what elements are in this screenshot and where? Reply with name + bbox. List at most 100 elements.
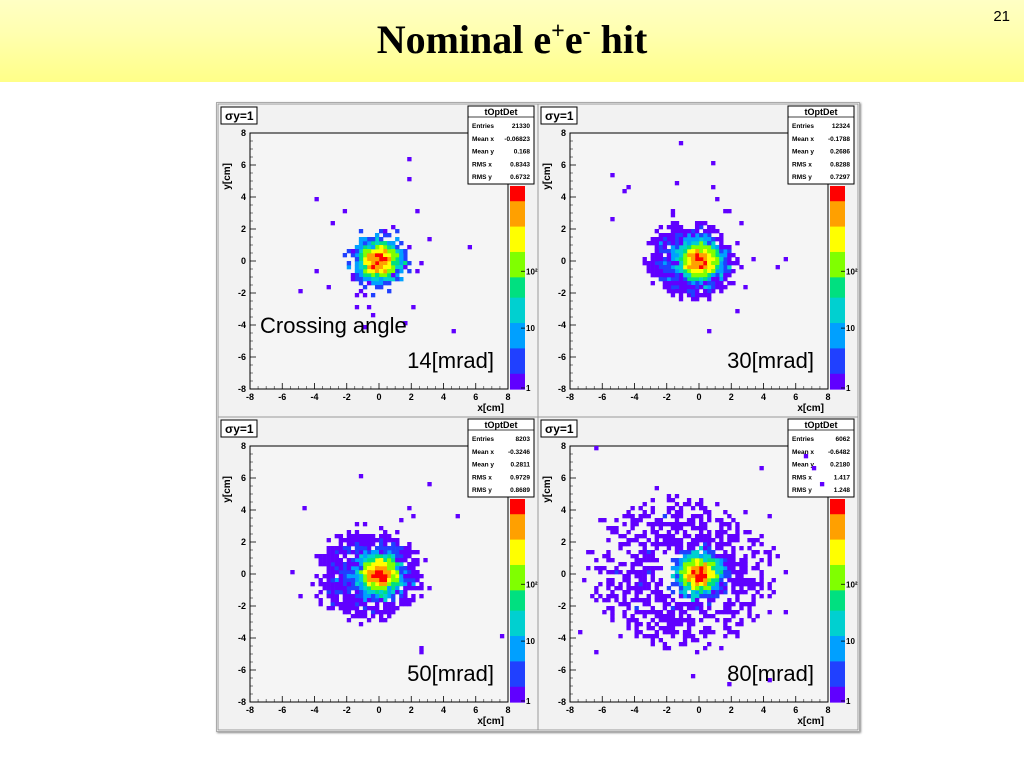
heatmap-cell bbox=[743, 578, 748, 583]
heatmap-cell bbox=[634, 534, 639, 539]
x-tick-label: -6 bbox=[598, 392, 606, 402]
stats-row-value: 0.2180 bbox=[830, 462, 850, 469]
annotation-line2: 14[mrad] bbox=[407, 348, 494, 373]
heatmap-cell bbox=[626, 602, 631, 607]
heatmap-cell bbox=[703, 578, 708, 583]
heatmap-cell bbox=[407, 578, 412, 583]
heatmap-cell bbox=[715, 277, 720, 282]
heatmap-cell bbox=[342, 566, 348, 571]
heatmap-cell bbox=[354, 257, 360, 262]
heatmap-cell bbox=[646, 558, 651, 563]
heatmap-cell bbox=[678, 293, 684, 298]
heatmap-cell bbox=[370, 574, 376, 579]
heatmap-cell bbox=[634, 582, 639, 587]
y-tick-label: -2 bbox=[558, 601, 566, 611]
heatmap-cell bbox=[674, 289, 680, 294]
colorbar-segment bbox=[510, 504, 525, 510]
heatmap-cell bbox=[703, 293, 708, 298]
heatmap-cell bbox=[646, 538, 651, 543]
heatmap-cell bbox=[674, 574, 680, 579]
heatmap-cell bbox=[662, 233, 668, 238]
heatmap-cell bbox=[326, 586, 331, 591]
heatmap-cell bbox=[403, 594, 408, 599]
heatmap-cell bbox=[638, 534, 643, 539]
heatmap-cell bbox=[338, 550, 344, 555]
heatmap-cell bbox=[711, 253, 716, 258]
heatmap-cell bbox=[403, 570, 408, 575]
heatmap-cell bbox=[626, 582, 631, 587]
heatmap-cell bbox=[630, 522, 635, 527]
heatmap-cell bbox=[374, 277, 380, 282]
heatmap-cell bbox=[634, 570, 639, 575]
heatmap-cell bbox=[391, 606, 396, 611]
heatmap-cell bbox=[662, 249, 668, 254]
heatmap-cell bbox=[662, 618, 668, 623]
heatmap-cell bbox=[686, 261, 692, 266]
heatmap-cell bbox=[370, 241, 376, 246]
heatmap-cell bbox=[723, 257, 728, 262]
heatmap-cell bbox=[626, 626, 631, 631]
heatmap-cell bbox=[379, 229, 384, 234]
heatmap-cell bbox=[670, 522, 676, 527]
heatmap-cell bbox=[374, 241, 380, 246]
x-tick-label: 0 bbox=[696, 705, 701, 715]
heatmap-cell bbox=[407, 177, 412, 182]
heatmap-cell bbox=[755, 566, 760, 571]
heatmap-cell bbox=[330, 554, 335, 559]
heatmap-cell bbox=[666, 277, 672, 282]
heatmap-cell bbox=[642, 542, 647, 547]
stats-row-label: Mean x bbox=[472, 136, 494, 143]
heatmap-cell bbox=[751, 538, 756, 543]
heatmap-cell bbox=[346, 574, 352, 579]
heatmap-cell bbox=[654, 229, 659, 234]
heatmap-cell bbox=[370, 570, 376, 575]
heatmap-cell bbox=[678, 642, 684, 647]
heatmap-cell bbox=[662, 642, 668, 647]
heatmap-cell bbox=[638, 622, 643, 627]
heatmap-cell bbox=[723, 570, 728, 575]
heatmap-cell bbox=[654, 542, 659, 547]
heatmap-cell bbox=[395, 550, 400, 555]
heatmap-cell bbox=[342, 602, 348, 607]
heatmap-cell bbox=[670, 209, 676, 214]
heatmap-cell bbox=[731, 538, 736, 543]
heatmap-cell bbox=[358, 273, 364, 278]
heatmap-cell bbox=[767, 562, 772, 567]
heatmap-cell bbox=[703, 241, 708, 246]
heatmap-cell bbox=[803, 454, 809, 459]
heatmap-cell bbox=[383, 562, 388, 567]
heatmap-cell bbox=[646, 586, 651, 591]
stats-row-label: Mean x bbox=[472, 449, 494, 456]
heatmap-cell bbox=[699, 594, 704, 599]
colorbar-tick-label: 10² bbox=[526, 580, 538, 589]
heatmap-cell bbox=[638, 562, 643, 567]
heatmap-cell bbox=[751, 554, 756, 559]
heatmap-cell bbox=[358, 582, 364, 587]
heatmap-cell bbox=[682, 594, 688, 599]
heatmap-cell bbox=[670, 598, 676, 603]
heatmap-cell bbox=[362, 265, 368, 270]
heatmap-cell bbox=[370, 293, 376, 298]
heatmap-cell bbox=[670, 526, 676, 531]
heatmap-cell bbox=[658, 237, 664, 242]
colorbar-segment bbox=[830, 620, 845, 627]
heatmap-cell bbox=[379, 265, 384, 270]
heatmap-cell bbox=[403, 261, 408, 266]
heatmap-cell bbox=[395, 574, 400, 579]
heatmap-cell bbox=[719, 646, 724, 651]
x-tick-label: -2 bbox=[343, 392, 351, 402]
heatmap-cell bbox=[358, 237, 364, 242]
heatmap-cell bbox=[650, 554, 655, 559]
heatmap-cell bbox=[751, 578, 756, 583]
heatmap-cell bbox=[727, 630, 732, 635]
heatmap-cell bbox=[330, 566, 335, 571]
heatmap-cell bbox=[707, 285, 712, 290]
heatmap-cell bbox=[379, 277, 384, 282]
heatmap-cell bbox=[374, 285, 380, 290]
heatmap-cell bbox=[727, 273, 732, 278]
heatmap-cell bbox=[383, 265, 388, 270]
colorbar-segment bbox=[830, 590, 845, 597]
colorbar-segment bbox=[510, 191, 525, 197]
heatmap-cell bbox=[610, 578, 615, 583]
heatmap-cell bbox=[578, 630, 583, 635]
